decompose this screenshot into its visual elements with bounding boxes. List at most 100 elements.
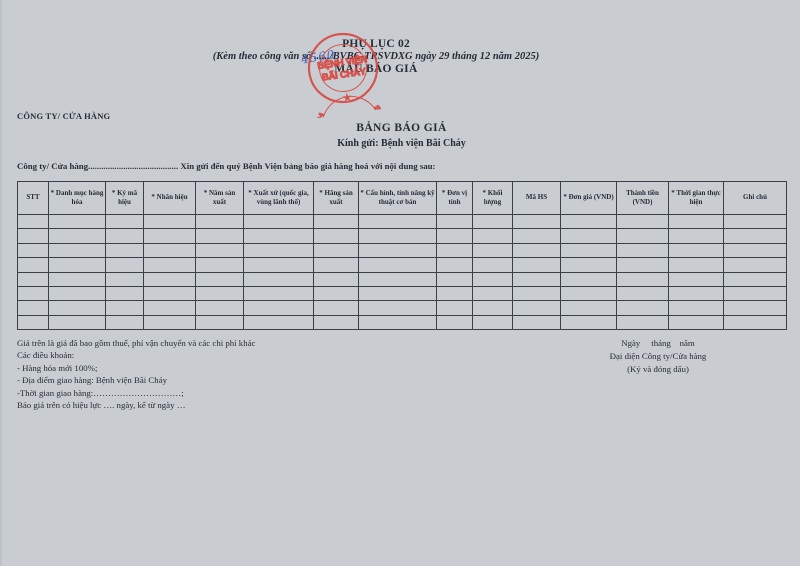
table-empty-cell bbox=[313, 257, 359, 273]
table-empty-cell bbox=[723, 257, 787, 273]
table-empty-cell bbox=[560, 228, 617, 244]
table-empty-cell bbox=[17, 300, 49, 316]
company-label: CÔNG TY/ CỬA HÀNG bbox=[17, 111, 111, 121]
table-empty-cell bbox=[195, 285, 244, 302]
scan-edge-shadow bbox=[0, 0, 3, 566]
table-empty-cell bbox=[243, 242, 314, 259]
quotation-table: STT * Danh mục hàng hóa * Ký mã hiệu * Nhãn… bbox=[17, 181, 787, 331]
table-empty-cell bbox=[472, 271, 513, 287]
stamp-outer-ring bbox=[307, 32, 379, 104]
table-empty-cell bbox=[560, 271, 617, 287]
table-empty-cell bbox=[723, 228, 787, 244]
table-empty-cell bbox=[616, 242, 669, 259]
table-empty-cell bbox=[668, 314, 724, 331]
table-empty-cell bbox=[560, 213, 617, 230]
table-empty-cell bbox=[17, 242, 49, 259]
terms-block: Giá trên là giá đã bao gồm thuế, phí vận… bbox=[17, 337, 255, 411]
table-empty-cell bbox=[17, 285, 49, 302]
table-empty-cell bbox=[143, 213, 196, 230]
table-empty-cell bbox=[668, 213, 724, 230]
table-empty-row bbox=[17, 228, 787, 244]
hospital-round-stamp: SỞ Y TẾ TỈNH QUẢNG NINH ★ BỆNH VIỆN BÃI … bbox=[291, 16, 395, 167]
appendix-form-name: MẪU BÁO GIÁ bbox=[334, 63, 418, 75]
table-empty-cell bbox=[358, 300, 437, 316]
table-header-cell-11: * Đơn giá (VND) bbox=[560, 181, 617, 215]
table-empty-cell bbox=[668, 271, 724, 287]
intro-line: Công ty/ Cửa hàng.......................… bbox=[17, 161, 436, 171]
table-header-cell-6: * Hãng sản xuất bbox=[313, 181, 359, 215]
table-empty-cell bbox=[105, 271, 144, 287]
table-empty-cell bbox=[105, 242, 144, 259]
table-empty-cell bbox=[313, 314, 359, 331]
table-header-cell-8: * Đơn vị tính bbox=[436, 181, 473, 215]
appendix-title: PHỤ LỤC 02 bbox=[342, 38, 410, 50]
terms-line-2: - Hàng hóa mới 100%; bbox=[17, 362, 98, 373]
table-empty-row bbox=[17, 314, 787, 331]
table-empty-cell bbox=[436, 314, 473, 331]
table-empty-cell bbox=[723, 314, 787, 331]
table-empty-cell bbox=[723, 285, 787, 302]
table-empty-row bbox=[17, 242, 787, 259]
table-empty-cell bbox=[616, 228, 669, 244]
stamp-inner-ring bbox=[319, 44, 367, 92]
table-empty-cell bbox=[723, 271, 787, 287]
table-header-cell-5: * Xuất xứ (quốc gia, vùng lãnh thổ) bbox=[243, 181, 314, 215]
stamp-seal-icon: SỞ Y TẾ TỈNH QUẢNG NINH ★ BỆNH VIỆN BÃI … bbox=[307, 32, 393, 167]
table-empty-cell bbox=[195, 271, 244, 287]
table-header-cell-1: * Danh mục hàng hóa bbox=[48, 181, 106, 215]
table-empty-cell bbox=[668, 257, 724, 273]
table-empty-cell bbox=[143, 300, 196, 316]
table-empty-cell bbox=[17, 271, 49, 287]
table-empty-cell bbox=[143, 285, 196, 302]
recipient-line: Kính gửi: Bệnh viện Bãi Cháy bbox=[337, 138, 466, 149]
table-empty-cell bbox=[512, 285, 561, 302]
terms-line-1: Các điều khoản: bbox=[17, 350, 75, 361]
table-empty-cell bbox=[512, 271, 561, 287]
table-header-cell-9: * Khối lượng bbox=[472, 181, 513, 215]
table-empty-cell bbox=[472, 300, 513, 316]
table-empty-cell bbox=[560, 242, 617, 259]
table-header-cell-14: Ghi chú bbox=[723, 181, 787, 215]
document-title: BẢNG BÁO GIÁ bbox=[356, 122, 447, 134]
table-empty-cell bbox=[436, 213, 473, 230]
table-header-cell-12: Thành tiền (VND) bbox=[616, 181, 669, 215]
table-empty-cell bbox=[17, 213, 49, 230]
table-empty-cell bbox=[723, 242, 787, 259]
table-empty-row bbox=[17, 271, 787, 287]
table-header-cell-2: * Ký mã hiệu bbox=[105, 181, 144, 215]
svg-text:SỞ Y TẾ TỈNH QUẢNG NINH: SỞ Y TẾ TỈNH QUẢNG NINH bbox=[313, 103, 392, 120]
table-empty-cell bbox=[358, 257, 437, 273]
table-empty-cell bbox=[723, 213, 787, 230]
table-empty-cell bbox=[472, 285, 513, 302]
table-empty-cell bbox=[472, 228, 513, 244]
table-empty-cell bbox=[313, 285, 359, 302]
stamp-ring-text: SỞ Y TẾ TỈNH QUẢNG NINH bbox=[312, 102, 392, 167]
table-header-cell-3: * Nhãn hiệu bbox=[143, 181, 196, 215]
table-empty-cell bbox=[243, 213, 314, 230]
table-empty-cell bbox=[358, 314, 437, 331]
table-header-cell-0: STT bbox=[17, 181, 49, 215]
table-empty-cell bbox=[243, 228, 314, 244]
table-empty-cell bbox=[436, 242, 473, 259]
table-empty-cell bbox=[436, 285, 473, 302]
table-empty-cell bbox=[472, 213, 513, 230]
table-empty-cell bbox=[48, 228, 106, 244]
table-empty-cell bbox=[195, 257, 244, 273]
table-empty-cell bbox=[560, 300, 617, 316]
table-empty-cell bbox=[358, 228, 437, 244]
terms-line-4: -Thời gian giao hàng:…………………………; bbox=[17, 387, 184, 398]
table-empty-row bbox=[17, 285, 787, 302]
table-empty-cell bbox=[143, 257, 196, 273]
table-empty-cell bbox=[436, 228, 473, 244]
table-empty-cell bbox=[105, 300, 144, 316]
table-empty-cell bbox=[143, 228, 196, 244]
table-empty-cell bbox=[195, 228, 244, 244]
table-empty-cell bbox=[358, 213, 437, 230]
table-empty-cell bbox=[358, 242, 437, 259]
table-empty-cell bbox=[105, 285, 144, 302]
table-header-row: STT * Danh mục hàng hóa * Ký mã hiệu * Nhãn… bbox=[17, 181, 787, 215]
table-empty-cell bbox=[313, 271, 359, 287]
table-empty-cell bbox=[48, 271, 106, 287]
table-empty-cell bbox=[17, 314, 49, 331]
table-empty-cell bbox=[512, 300, 561, 316]
